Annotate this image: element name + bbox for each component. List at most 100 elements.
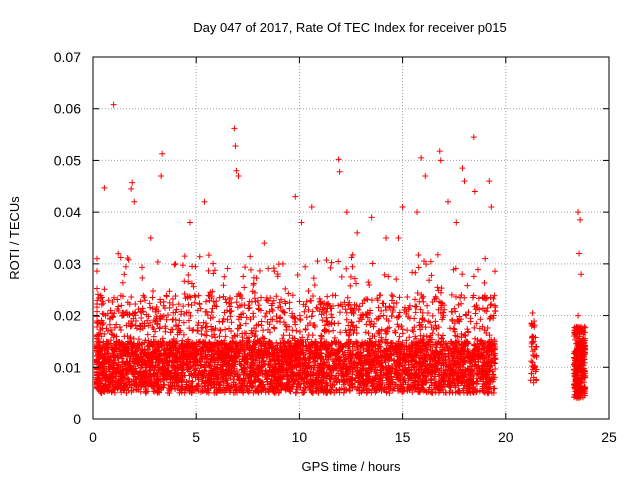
data-point <box>125 349 132 356</box>
data-point <box>336 389 343 396</box>
data-point <box>308 313 315 320</box>
data-point <box>396 309 403 316</box>
data-point <box>364 348 371 355</box>
data-point <box>375 315 382 322</box>
data-point <box>236 322 243 329</box>
data-point <box>219 318 226 325</box>
data-point <box>340 372 347 379</box>
data-point <box>317 366 324 373</box>
data-point <box>97 388 104 395</box>
data-point <box>273 377 280 384</box>
data-point <box>393 276 400 283</box>
data-point <box>383 367 390 374</box>
data-point <box>338 377 345 384</box>
data-point <box>180 331 187 338</box>
data-point <box>368 379 375 386</box>
data-point <box>174 331 181 338</box>
data-point <box>453 376 460 383</box>
data-point <box>236 339 243 346</box>
data-point <box>422 373 429 380</box>
data-point <box>111 366 118 373</box>
data-point <box>222 333 229 340</box>
data-point <box>258 294 265 301</box>
data-point <box>412 309 419 316</box>
data-point <box>164 389 171 396</box>
data-point <box>205 370 212 377</box>
data-point <box>154 375 161 382</box>
data-point <box>323 382 330 389</box>
data-point <box>305 362 312 369</box>
data-point <box>200 319 207 326</box>
data-point <box>208 382 215 389</box>
data-point <box>343 265 350 272</box>
data-point <box>324 305 331 312</box>
data-point <box>434 350 441 357</box>
data-point <box>276 315 283 322</box>
data-point <box>147 304 154 311</box>
data-point <box>343 316 350 323</box>
data-point <box>461 294 468 301</box>
data-point <box>301 375 308 382</box>
data-point <box>198 389 205 396</box>
data-point <box>140 308 147 315</box>
data-point <box>471 324 478 331</box>
data-point <box>492 366 499 373</box>
data-point <box>152 308 159 315</box>
data-point <box>475 343 482 350</box>
data-point <box>362 329 369 336</box>
data-point <box>185 317 192 324</box>
data-point <box>433 360 440 367</box>
data-point <box>199 324 206 331</box>
data-point <box>317 301 324 308</box>
data-point <box>286 332 293 339</box>
data-point <box>472 310 479 317</box>
data-point <box>119 384 126 391</box>
data-point <box>395 387 402 394</box>
data-point <box>297 317 304 324</box>
data-point <box>169 301 176 308</box>
data-point <box>347 382 354 389</box>
data-point <box>317 346 324 353</box>
data-point <box>119 293 126 300</box>
data-point <box>437 372 443 379</box>
data-point <box>265 388 272 395</box>
data-point <box>197 362 204 369</box>
data-point <box>304 370 311 377</box>
data-point <box>271 325 278 332</box>
data-point <box>131 310 138 317</box>
data-point <box>132 301 139 308</box>
data-point <box>399 362 406 369</box>
data-point <box>276 299 283 306</box>
data-point <box>351 377 358 384</box>
data-point <box>348 319 355 326</box>
data-point <box>180 345 187 352</box>
data-point <box>449 379 456 386</box>
data-point <box>223 299 230 306</box>
data-point <box>432 380 439 387</box>
chart-title: Day 047 of 2017, Rate Of TEC Index for r… <box>193 20 506 35</box>
data-point <box>187 294 194 301</box>
data-point <box>110 313 117 320</box>
data-point <box>101 382 108 389</box>
data-point <box>113 373 120 380</box>
data-point <box>277 363 284 370</box>
data-point <box>323 308 330 315</box>
data-point <box>113 333 120 340</box>
data-point <box>186 325 193 332</box>
data-point <box>341 299 348 306</box>
data-point <box>451 328 458 335</box>
data-point <box>468 358 475 365</box>
data-point <box>286 299 293 306</box>
data-point <box>162 347 169 354</box>
data-point <box>383 306 390 313</box>
data-point <box>263 368 270 375</box>
data-point <box>239 355 246 362</box>
data-point <box>354 346 361 353</box>
data-point <box>433 325 440 332</box>
data-point <box>210 270 217 277</box>
data-point <box>440 362 447 369</box>
data-point <box>217 366 224 373</box>
data-point <box>439 316 446 323</box>
data-point <box>360 312 367 319</box>
data-point <box>101 345 108 352</box>
